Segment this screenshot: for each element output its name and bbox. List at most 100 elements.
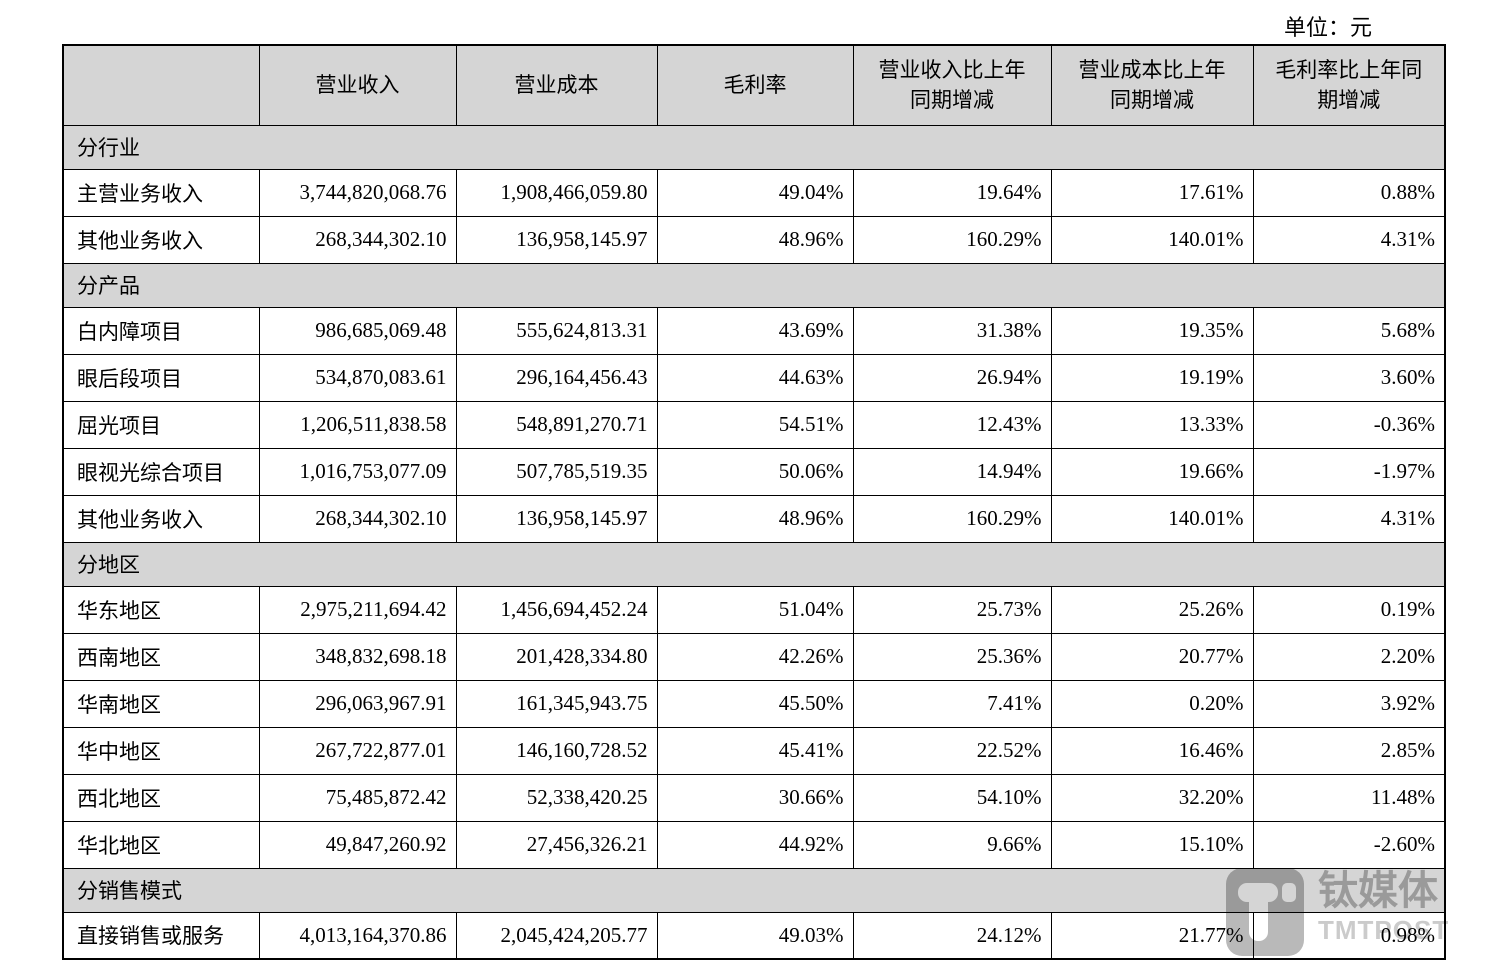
value-cell: 45.41%: [656, 726, 854, 775]
value-cell: 1,016,753,077.09: [258, 447, 457, 496]
value-cell: 1,206,511,838.58: [258, 400, 457, 449]
value-cell: 986,685,069.48: [258, 306, 457, 355]
value-cell: 54.51%: [656, 400, 854, 449]
value-cell: 268,344,302.10: [258, 215, 457, 264]
value-cell: 54.10%: [852, 773, 1052, 822]
value-cell: 160.29%: [852, 494, 1052, 543]
value-cell: 20.77%: [1050, 632, 1254, 681]
value-cell: 2,975,211,694.42: [258, 585, 457, 634]
row-label: 直接销售或服务: [62, 911, 260, 960]
value-cell: 50.06%: [656, 447, 854, 496]
value-cell: 201,428,334.80: [455, 632, 658, 681]
table-row: 眼后段项目 534,870,083.61 296,164,456.43 44.63% 2…: [62, 353, 1446, 402]
column-header-cost-yoy: 营业成本比上年 同期增减: [1050, 44, 1254, 126]
value-cell: 140.01%: [1050, 494, 1254, 543]
row-label: 华东地区: [62, 585, 260, 634]
value-cell: 3.60%: [1252, 353, 1446, 402]
value-cell: 296,063,967.91: [258, 679, 457, 728]
table-row: 华南地区 296,063,967.91 161,345,943.75 45.50% 7.…: [62, 679, 1446, 728]
value-cell: 267,722,877.01: [258, 726, 457, 775]
value-cell: 161,345,943.75: [455, 679, 658, 728]
column-header-gross-margin: 毛利率: [656, 44, 854, 126]
value-cell: 19.66%: [1050, 447, 1254, 496]
value-cell: 555,624,813.31: [455, 306, 658, 355]
value-cell: 1,456,694,452.24: [455, 585, 658, 634]
row-label: 主营业务收入: [62, 168, 260, 217]
value-cell: 160.29%: [852, 215, 1052, 264]
value-cell: 51.04%: [656, 585, 854, 634]
value-cell: 49,847,260.92: [258, 820, 457, 869]
value-cell: 44.92%: [656, 820, 854, 869]
value-cell: 146,160,728.52: [455, 726, 658, 775]
table-body: 分行业 主营业务收入 3,744,820,068.76 1,908,466,059.8…: [62, 124, 1446, 960]
value-cell: 52,338,420.25: [455, 773, 658, 822]
value-cell: 11.48%: [1252, 773, 1446, 822]
value-cell: 75,485,872.42: [258, 773, 457, 822]
value-cell: 507,785,519.35: [455, 447, 658, 496]
value-cell: 22.52%: [852, 726, 1052, 775]
column-header-gross-margin-yoy: 毛利率比上年同 期增减: [1252, 44, 1446, 126]
financial-breakdown-table: 营业收入 营业成本 毛利率 营业收入比上年 同期增减 营业成本比上年 同期增减 …: [62, 44, 1446, 960]
table-header: 营业收入 营业成本 毛利率 营业收入比上年 同期增减 营业成本比上年 同期增减 …: [62, 44, 1446, 126]
column-header-cost: 营业成本: [455, 44, 658, 126]
value-cell: 0.20%: [1050, 679, 1254, 728]
value-cell: 31.38%: [852, 306, 1052, 355]
value-cell: 30.66%: [656, 773, 854, 822]
value-cell: 4.31%: [1252, 494, 1446, 543]
column-header-revenue-yoy: 营业收入比上年 同期增减: [852, 44, 1052, 126]
section-title: 分行业: [62, 124, 1446, 170]
row-label: 西南地区: [62, 632, 260, 681]
value-cell: 26.94%: [852, 353, 1052, 402]
unit-label: 单位：元: [1283, 15, 1372, 40]
section-title: 分销售模式: [62, 867, 1446, 913]
value-cell: 44.63%: [656, 353, 854, 402]
table-row: 西北地区 75,485,872.42 52,338,420.25 30.66% 54.1…: [62, 773, 1446, 822]
value-cell: 534,870,083.61: [258, 353, 457, 402]
value-cell: 16.46%: [1050, 726, 1254, 775]
value-cell: 4,013,164,370.86: [258, 911, 457, 960]
value-cell: 13.33%: [1050, 400, 1254, 449]
value-cell: 0.88%: [1252, 168, 1446, 217]
value-cell: 136,958,145.97: [455, 494, 658, 543]
value-cell: -1.97%: [1252, 447, 1446, 496]
value-cell: 140.01%: [1050, 215, 1254, 264]
table-row: 华东地区 2,975,211,694.42 1,456,694,452.24 51.0…: [62, 585, 1446, 634]
value-cell: 49.04%: [656, 168, 854, 217]
value-cell: 3.92%: [1252, 679, 1446, 728]
value-cell: 2.85%: [1252, 726, 1446, 775]
table-row: 华北地区 49,847,260.92 27,456,326.21 44.92% 9.66…: [62, 820, 1446, 869]
section-header-row: 分行业: [62, 124, 1446, 170]
table-row: 眼视光综合项目 1,016,753,077.09 507,785,519.35 50.…: [62, 447, 1446, 496]
value-cell: 2.20%: [1252, 632, 1446, 681]
value-cell: 15.10%: [1050, 820, 1254, 869]
value-cell: 348,832,698.18: [258, 632, 457, 681]
table-row: 其他业务收入 268,344,302.10 136,958,145.97 48.96%…: [62, 494, 1446, 543]
row-label: 华中地区: [62, 726, 260, 775]
value-cell: 12.43%: [852, 400, 1052, 449]
section-title: 分产品: [62, 262, 1446, 308]
value-cell: 48.96%: [656, 494, 854, 543]
value-cell: -2.60%: [1252, 820, 1446, 869]
value-cell: 45.50%: [656, 679, 854, 728]
section-header-row: 分产品: [62, 262, 1446, 308]
value-cell: -0.36%: [1252, 400, 1446, 449]
row-label: 其他业务收入: [62, 494, 260, 543]
row-label: 屈光项目: [62, 400, 260, 449]
value-cell: 9.66%: [852, 820, 1052, 869]
table-row: 直接销售或服务 4,013,164,370.86 2,045,424,205.77 4…: [62, 911, 1446, 960]
value-cell: 19.19%: [1050, 353, 1254, 402]
value-cell: 7.41%: [852, 679, 1052, 728]
value-cell: 48.96%: [656, 215, 854, 264]
value-cell: 25.36%: [852, 632, 1052, 681]
value-cell: 548,891,270.71: [455, 400, 658, 449]
value-cell: 42.26%: [656, 632, 854, 681]
value-cell: 32.20%: [1050, 773, 1254, 822]
value-cell: 136,958,145.97: [455, 215, 658, 264]
value-cell: 49.03%: [656, 911, 854, 960]
value-cell: 25.73%: [852, 585, 1052, 634]
value-cell: 19.35%: [1050, 306, 1254, 355]
row-label: 眼后段项目: [62, 353, 260, 402]
table-row: 主营业务收入 3,744,820,068.76 1,908,466,059.80 49…: [62, 168, 1446, 217]
row-label: 华北地区: [62, 820, 260, 869]
value-cell: 2,045,424,205.77: [455, 911, 658, 960]
